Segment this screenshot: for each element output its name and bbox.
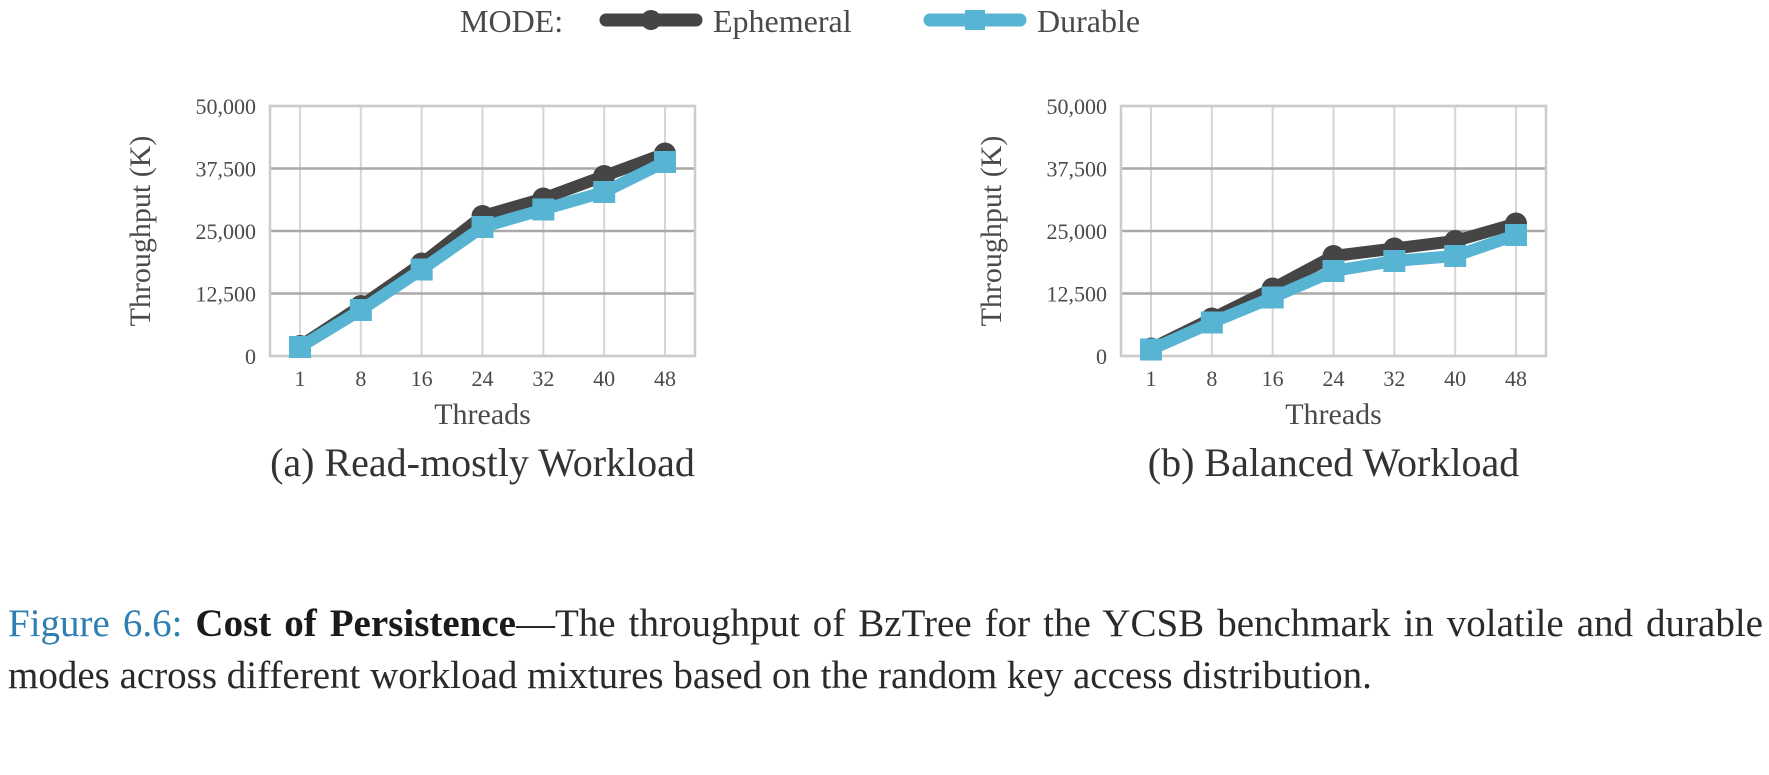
- chart-read-mostly: 0 12,500 25,000 37,500 50,000 1 8 16 24 32 40 48 Thr…: [105, 90, 865, 560]
- x-tick-label: 48: [1505, 366, 1527, 391]
- caption-title: Cost of Persistence: [195, 602, 516, 645]
- x-tick-label: 24: [472, 366, 494, 391]
- chart-legend: MODE: Ephemeral Durable: [460, 3, 1140, 39]
- y-tick-label: 25,000: [196, 219, 257, 244]
- y-tick-label: 50,000: [196, 94, 257, 119]
- y-tick-label: 0: [245, 344, 256, 369]
- legend-entry-durable: Durable: [923, 3, 1140, 39]
- series-durable: [1140, 224, 1527, 361]
- x-tick-label: 40: [1444, 366, 1466, 391]
- data-point: [1444, 245, 1467, 267]
- caption-label: Figure 6.6:: [8, 602, 183, 645]
- data-point: [1200, 311, 1223, 334]
- y-axis-title: Throughput (K): [124, 136, 157, 327]
- plot-frame: [1119, 104, 1548, 358]
- series-durable: [289, 151, 676, 358]
- legend-marker-square: [965, 10, 985, 30]
- chart-subtitle: (a) Read-mostly Workload: [270, 440, 695, 485]
- x-tick-label: 16: [411, 366, 433, 391]
- x-tick-label: 32: [1383, 366, 1405, 391]
- y-tick-label: 12,500: [196, 282, 257, 307]
- chart-read-mostly-svg: 0 12,500 25,000 37,500 50,000 1 8 16 24 32 40 48 Thr…: [124, 94, 697, 485]
- y-tick-label: 12,500: [1047, 282, 1108, 307]
- y-tick-label: 37,500: [1047, 157, 1108, 182]
- chart-subtitle: (b) Balanced Workload: [1148, 440, 1519, 485]
- figure-caption: Figure 6.6: Cost of Persistence—The thro…: [8, 598, 1763, 702]
- y-tick-label: 50,000: [1047, 94, 1108, 119]
- legend-title: MODE:: [460, 3, 563, 39]
- caption-text: —The throughput of BzTree for the YCSB b…: [8, 602, 1763, 697]
- x-tick-label: 48: [654, 366, 676, 391]
- legend-label: Durable: [1037, 3, 1140, 39]
- x-tick-label: 24: [1323, 366, 1345, 391]
- data-point: [1383, 250, 1406, 272]
- x-tick-label: 8: [1206, 366, 1217, 391]
- x-axis-title: Threads: [1285, 398, 1382, 431]
- y-tick-label: 25,000: [1047, 219, 1108, 244]
- data-point: [1261, 286, 1284, 309]
- data-point: [1322, 260, 1345, 282]
- data-point: [593, 181, 616, 203]
- y-tick-label: 0: [1096, 344, 1107, 369]
- chart-balanced-svg: 0 12,500 25,000 37,500 50,000 1 8 16 24 32 40 48 Thr…: [975, 94, 1548, 485]
- y-tick-label: 37,500: [196, 157, 257, 182]
- legend-label: Ephemeral: [713, 3, 852, 39]
- data-point: [410, 258, 433, 281]
- x-tick-label: 32: [532, 366, 554, 391]
- x-tick-label: 8: [355, 366, 366, 391]
- x-tick-label: 1: [1146, 366, 1157, 391]
- data-point: [532, 198, 555, 221]
- legend-entry-ephemeral: Ephemeral: [599, 3, 852, 39]
- y-axis-title: Throughput (K): [975, 136, 1008, 327]
- data-point: [289, 336, 311, 358]
- legend-marker-circle: [641, 10, 661, 30]
- data-point: [1140, 338, 1162, 361]
- data-point: [654, 151, 676, 173]
- data-point: [471, 216, 494, 238]
- data-point: [349, 299, 372, 321]
- x-tick-label: 16: [1262, 366, 1284, 391]
- chart-balanced: 0 12,500 25,000 37,500 50,000 1 8 16 24 32 40 48 Thr…: [956, 90, 1716, 560]
- plot-frame: [268, 104, 697, 358]
- x-tick-label: 1: [295, 366, 306, 391]
- x-axis-title: Threads: [434, 398, 531, 431]
- x-tick-label: 40: [593, 366, 615, 391]
- data-point: [1505, 224, 1527, 246]
